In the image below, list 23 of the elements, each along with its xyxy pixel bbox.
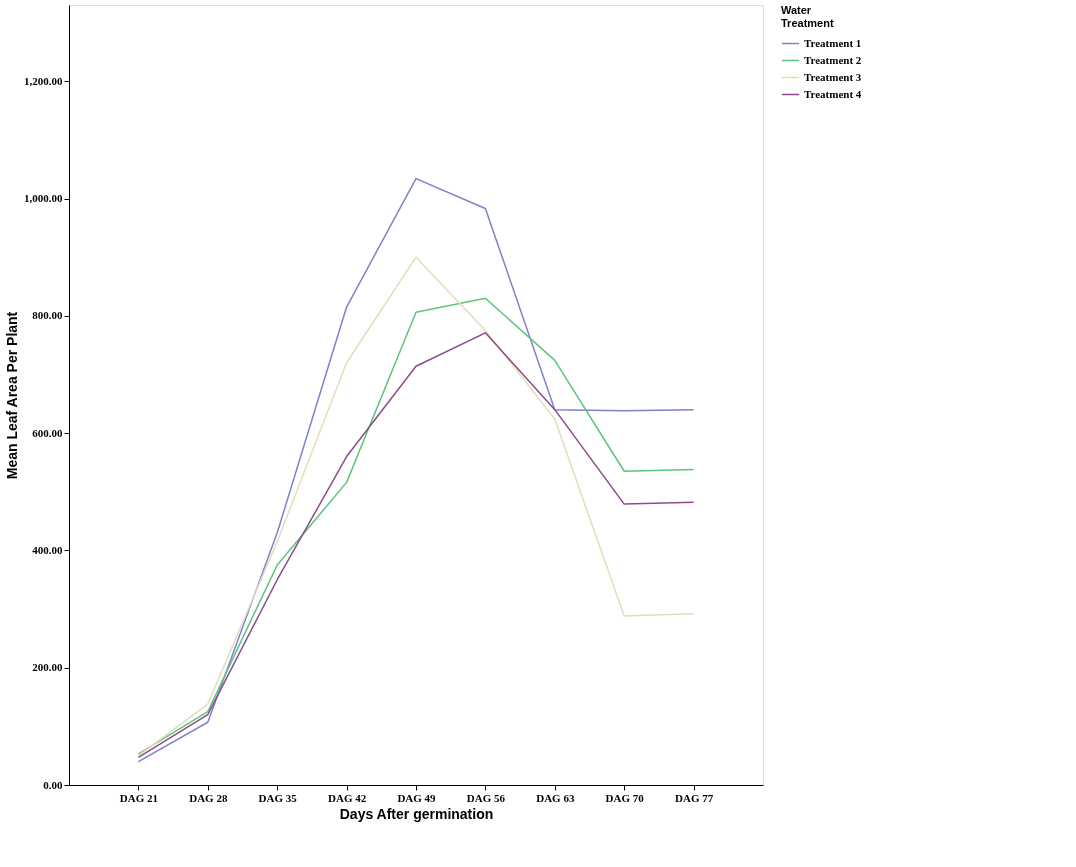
x-axis-title: Days After germination — [339, 805, 494, 822]
x-tick-label: DAG 70 — [605, 791, 645, 804]
y-axis-title: Mean Leaf Area Per Plant — [4, 311, 20, 480]
legend-label: Treatment 4 — [804, 87, 862, 100]
x-tick-label: DAG 56 — [466, 791, 506, 804]
x-tick-label: DAG 49 — [397, 791, 437, 804]
x-tick-label: DAG 42 — [328, 791, 367, 804]
legend-label: Treatment 2 — [804, 53, 862, 66]
y-tick-label: 800.00 — [32, 309, 63, 322]
legend-title: Water Treatment — [781, 4, 834, 29]
y-tick-label: 0.00 — [43, 778, 63, 791]
x-tick-label: DAG 35 — [258, 791, 298, 804]
x-tick-label: DAG 63 — [536, 791, 575, 804]
y-tick-label: 400.00 — [32, 543, 63, 556]
legend-label: Treatment 1 — [804, 36, 862, 49]
x-tick-label: DAG 21 — [119, 791, 158, 804]
y-tick-label: 200.00 — [32, 661, 63, 674]
x-tick-label: DAG 28 — [189, 791, 228, 804]
y-tick-label: 1,200.00 — [24, 74, 63, 87]
legend-label: Treatment 3 — [804, 70, 862, 83]
y-tick-label: 600.00 — [32, 426, 63, 439]
y-tick-label: 1,000.00 — [24, 192, 63, 205]
x-tick-label: DAG 77 — [675, 791, 714, 804]
